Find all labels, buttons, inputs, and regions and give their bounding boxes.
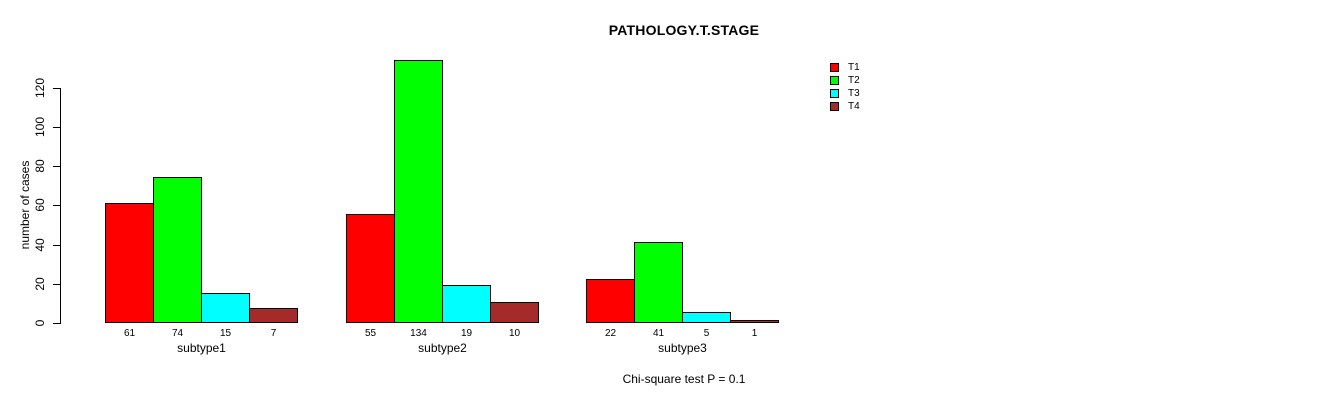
bar-value-T2-subtype2: 134 (410, 328, 427, 339)
y-tick-20 (53, 284, 60, 285)
legend-swatch-T2 (830, 76, 839, 85)
legend-label-T4: T4 (848, 101, 860, 112)
bar-value-T3-subtype1: 15 (219, 328, 232, 339)
y-tick-label-60: 60 (33, 198, 47, 212)
bar-value-T2-subtype1: 74 (171, 328, 184, 339)
legend-row-T3: T3 (830, 87, 860, 100)
y-tick-0 (53, 323, 60, 324)
chart-annotation: Chi-square test P = 0.1 (622, 372, 746, 386)
bar-value-T4-subtype1: 7 (270, 328, 277, 339)
bar-T2-subtype2 (394, 60, 443, 323)
bar-T4-subtype3 (730, 320, 779, 323)
bar-value-T2-subtype3: 41 (652, 328, 665, 339)
legend-swatch-T1 (830, 63, 839, 72)
x-category-label-subtype1: subtype1 (177, 341, 226, 355)
bar-T1-subtype1 (105, 203, 154, 323)
y-tick-label-100: 100 (33, 116, 47, 138)
y-tick-100 (53, 127, 60, 128)
bar-T4-subtype2 (490, 302, 539, 323)
bar-T1-subtype2 (346, 214, 395, 323)
y-axis-line (60, 88, 61, 324)
bar-T2-subtype3 (634, 242, 683, 323)
y-tick-label-80: 80 (33, 159, 47, 173)
y-tick-label-40: 40 (33, 238, 47, 252)
bar-T3-subtype1 (201, 293, 250, 323)
legend-label-T3: T3 (848, 88, 860, 99)
y-tick-40 (53, 245, 60, 246)
chart-legend: T1 T2 T3 T4 (830, 61, 860, 113)
y-tick-label-0: 0 (33, 319, 47, 327)
y-tick-label-120: 120 (33, 77, 47, 99)
legend-swatch-T4 (830, 102, 839, 111)
y-axis-title: number of cases (18, 160, 32, 250)
bar-T4-subtype1 (249, 308, 298, 323)
bar-value-T1-subtype3: 22 (604, 328, 617, 339)
bar-value-T3-subtype3: 5 (703, 328, 710, 339)
bar-value-T4-subtype2: 10 (508, 328, 521, 339)
bar-T3-subtype2 (442, 285, 491, 323)
bar-T2-subtype1 (153, 177, 202, 323)
legend-row-T1: T1 (830, 61, 860, 74)
bar-T3-subtype3 (682, 312, 731, 323)
x-category-label-subtype3: subtype3 (658, 341, 707, 355)
legend-swatch-T3 (830, 89, 839, 98)
y-tick-120 (53, 88, 60, 89)
legend-label-T1: T1 (848, 62, 860, 73)
chart-title: PATHOLOGY.T.STAGE (608, 22, 760, 38)
bar-T1-subtype3 (586, 279, 635, 323)
legend-row-T4: T4 (830, 100, 860, 113)
legend-label-T2: T2 (848, 75, 860, 86)
y-tick-80 (53, 166, 60, 167)
y-tick-label-20: 20 (33, 277, 47, 291)
bar-value-T1-subtype2: 55 (364, 328, 377, 339)
x-category-label-subtype2: subtype2 (418, 341, 467, 355)
bar-value-T3-subtype2: 19 (460, 328, 473, 339)
bar-value-T4-subtype3: 1 (751, 328, 758, 339)
y-tick-60 (53, 205, 60, 206)
bar-value-T1-subtype1: 61 (123, 328, 136, 339)
legend-row-T2: T2 (830, 74, 860, 87)
